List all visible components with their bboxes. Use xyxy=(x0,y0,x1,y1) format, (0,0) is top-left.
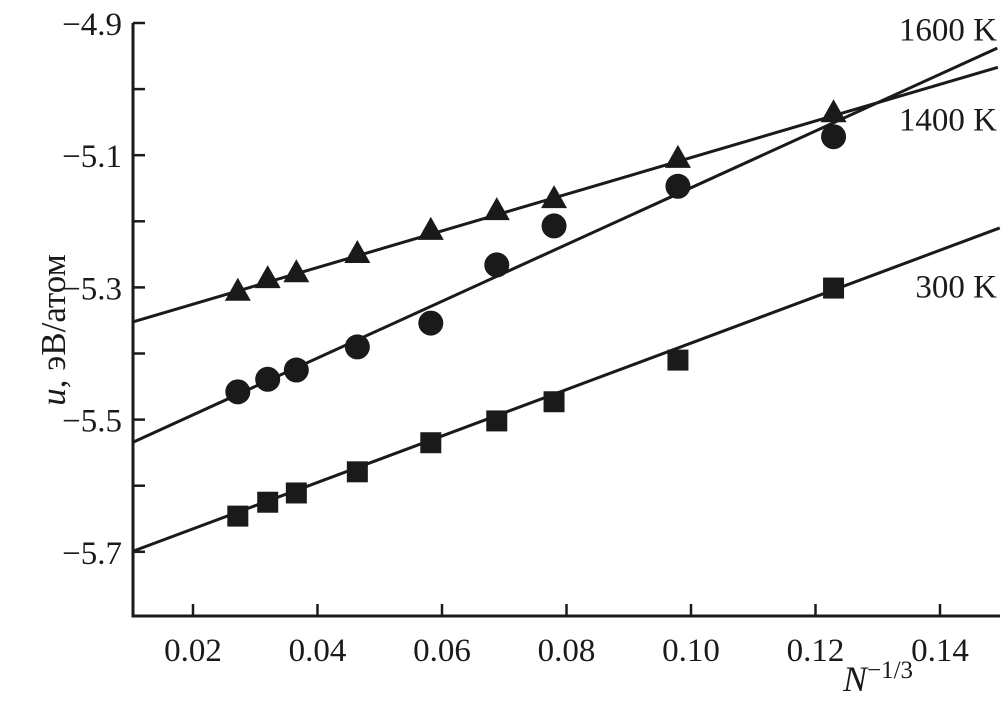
data-point-triangle xyxy=(483,197,510,221)
y-tick-label: −5.3 xyxy=(62,271,122,307)
data-point-circle xyxy=(541,213,567,239)
data-point-square xyxy=(667,349,689,371)
data-point-square xyxy=(420,432,442,454)
data-point-triangle xyxy=(541,185,568,209)
data-point-circle xyxy=(484,252,510,278)
x-tick-label: 0.10 xyxy=(662,633,720,669)
data-point-square xyxy=(346,461,368,483)
data-point-square xyxy=(227,505,249,527)
x-axis-label: N−1/3 xyxy=(843,657,914,700)
y-tick-label: −5.7 xyxy=(62,536,122,572)
x-tick-label: 0.14 xyxy=(911,633,969,669)
data-point-circle xyxy=(283,357,309,383)
axis-frame xyxy=(131,23,1000,618)
fit-line-1600-k xyxy=(132,65,999,324)
x-tick-label: 0.12 xyxy=(787,633,845,669)
y-tick-label: −5.1 xyxy=(62,139,122,175)
data-point-circle xyxy=(344,334,370,360)
series-label-1600k: 1600 K xyxy=(898,12,997,49)
data-point-circle xyxy=(255,366,281,392)
x-axis-label-exponent: −1/3 xyxy=(867,657,914,684)
data-point-square xyxy=(257,491,279,513)
data-point-circle xyxy=(225,379,251,405)
series-label-300k: 300 K xyxy=(915,269,997,306)
data-point-triangle xyxy=(283,259,310,283)
y-axis-label: u, эВ/атом xyxy=(34,254,74,406)
data-point-square xyxy=(285,482,307,504)
y-axis-label-units: , эВ/атом xyxy=(34,254,73,389)
y-tick-label: −4.9 xyxy=(62,7,122,43)
y-axis-label-symbol: u xyxy=(34,388,73,406)
data-point-triangle xyxy=(344,240,371,264)
data-point-triangle xyxy=(417,216,444,240)
data-point-circle xyxy=(821,124,847,150)
y-tick-label: −5.5 xyxy=(62,404,122,440)
data-point-square xyxy=(543,391,565,413)
data-point-circle xyxy=(665,173,691,199)
series-label-1400k: 1400 K xyxy=(898,102,997,139)
data-point-triangle xyxy=(224,277,251,301)
data-point-circle xyxy=(418,310,444,336)
data-point-triangle xyxy=(820,99,847,123)
x-tick-label: 0.04 xyxy=(289,633,347,669)
x-tick-label: 0.08 xyxy=(538,633,596,669)
x-tick-label: 0.02 xyxy=(164,633,222,669)
data-point-triangle xyxy=(664,144,691,168)
data-point-square xyxy=(486,410,508,432)
data-point-triangle xyxy=(254,265,281,289)
data-point-square xyxy=(823,277,845,299)
x-tick-label: 0.06 xyxy=(413,633,471,669)
x-axis-label-symbol: N xyxy=(843,659,868,699)
